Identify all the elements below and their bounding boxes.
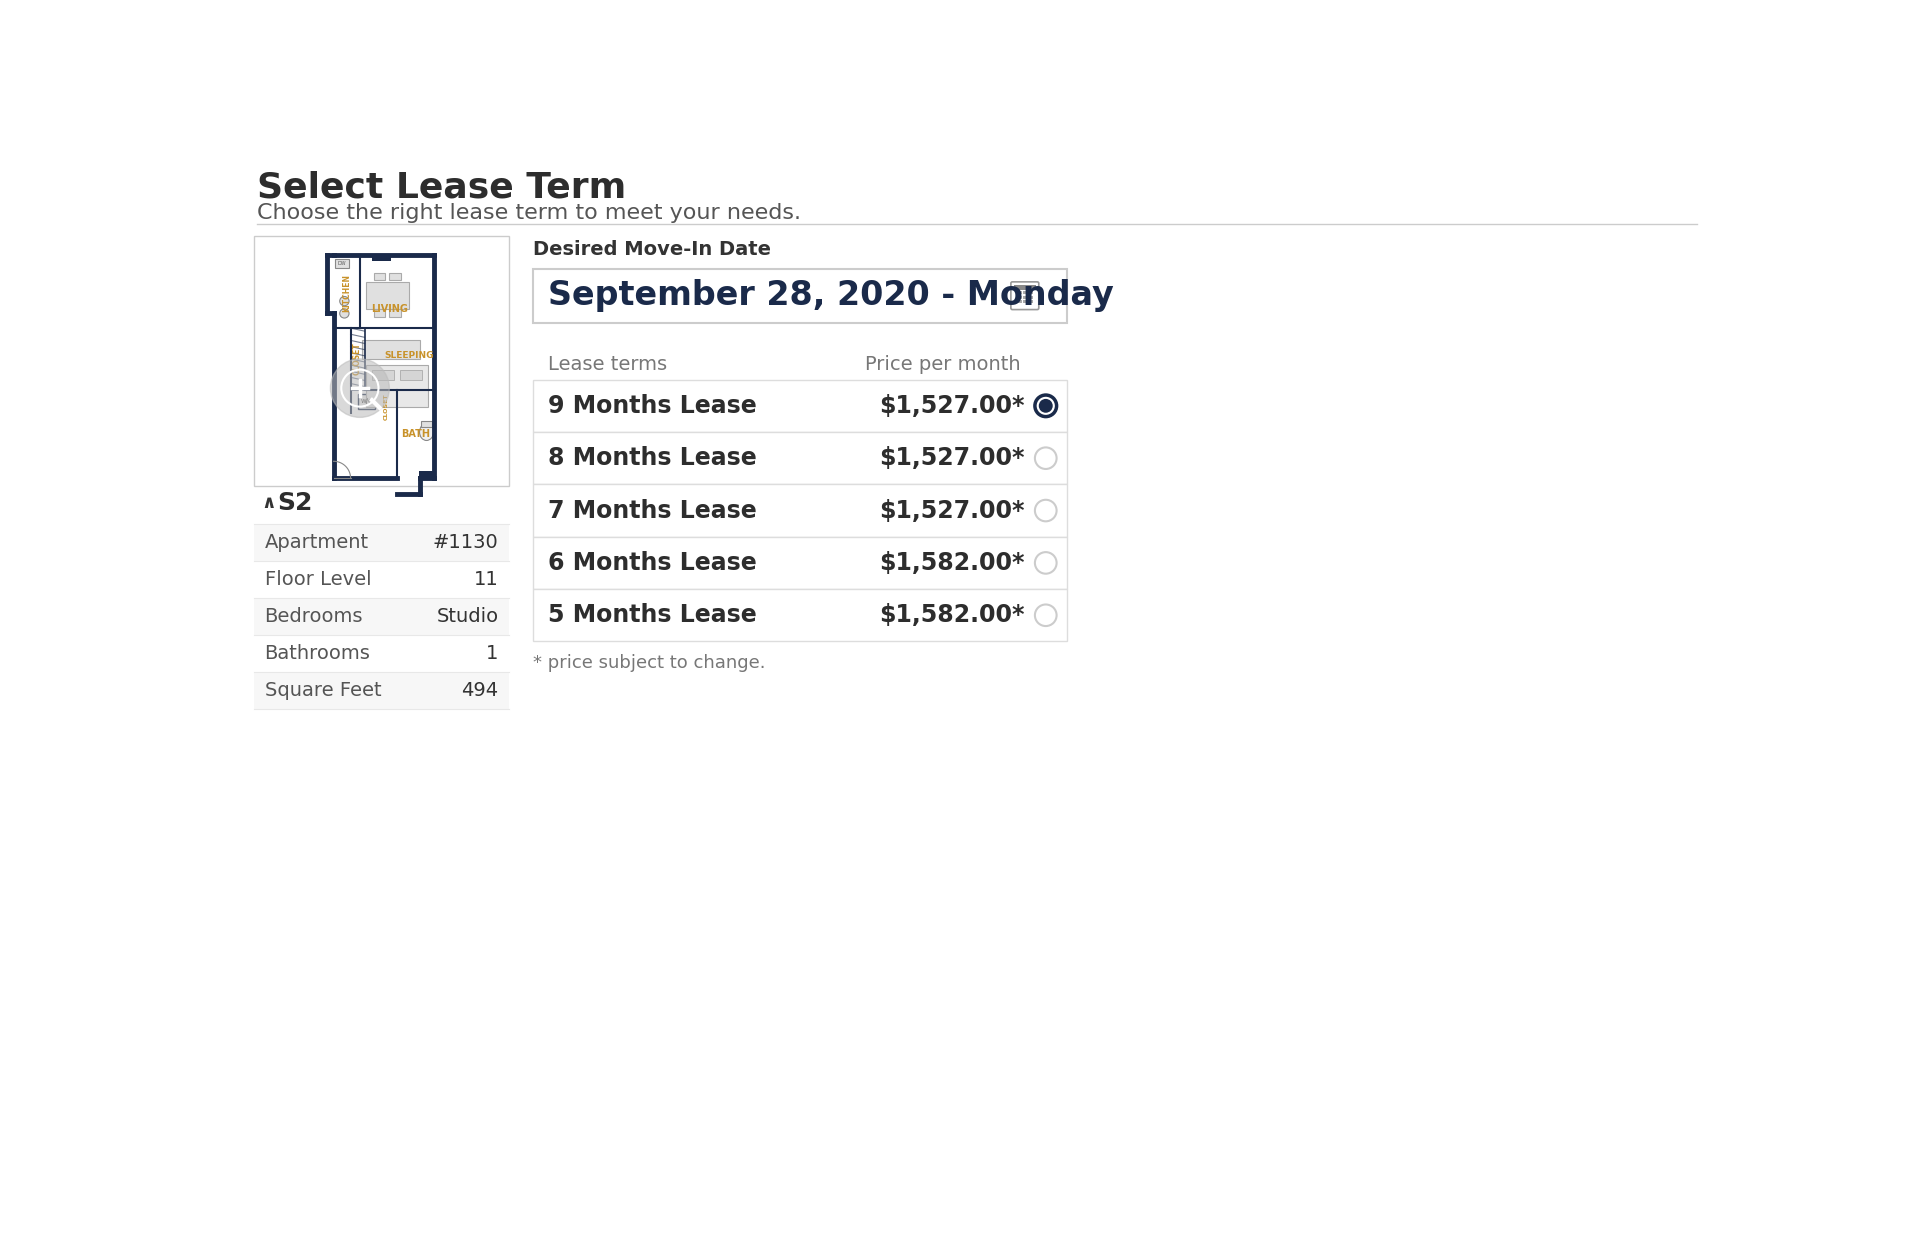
Circle shape bbox=[339, 297, 349, 306]
Bar bbox=[336, 259, 349, 268]
Text: 1: 1 bbox=[487, 644, 499, 663]
Text: SLEEPING: SLEEPING bbox=[384, 351, 433, 360]
Bar bbox=[374, 273, 386, 281]
Text: 5 Months Lease: 5 Months Lease bbox=[549, 604, 758, 628]
Bar bbox=[533, 484, 1068, 537]
Text: S2: S2 bbox=[276, 491, 313, 515]
Bar bbox=[1024, 296, 1028, 299]
Circle shape bbox=[1036, 552, 1057, 574]
Text: Studio: Studio bbox=[437, 608, 499, 626]
Text: 9 Months Lease: 9 Months Lease bbox=[549, 394, 758, 418]
Bar bbox=[422, 421, 432, 428]
Text: CLOSET: CLOSET bbox=[353, 342, 363, 375]
Bar bbox=[533, 537, 1068, 589]
Text: Bedrooms: Bedrooms bbox=[265, 608, 363, 626]
Bar bbox=[253, 525, 510, 561]
Bar bbox=[533, 269, 1068, 322]
Text: $1,527.00*: $1,527.00* bbox=[878, 394, 1024, 418]
Bar bbox=[1028, 301, 1032, 303]
Text: Select Lease Term: Select Lease Term bbox=[257, 171, 625, 205]
Text: KITCHEN: KITCHEN bbox=[341, 274, 351, 312]
Bar bbox=[1015, 286, 1036, 291]
Bar bbox=[253, 561, 510, 599]
Bar bbox=[253, 599, 510, 635]
Text: $1,582.00*: $1,582.00* bbox=[878, 604, 1024, 628]
Text: Choose the right lease term to meet your needs.: Choose the right lease term to meet your… bbox=[257, 204, 802, 224]
Text: $1,527.00*: $1,527.00* bbox=[878, 498, 1024, 522]
Bar bbox=[533, 431, 1068, 484]
Bar bbox=[389, 273, 401, 281]
Circle shape bbox=[339, 308, 349, 318]
Text: Desired Move-In Date: Desired Move-In Date bbox=[533, 239, 771, 258]
Bar bbox=[533, 589, 1068, 642]
Bar bbox=[1028, 296, 1032, 299]
Text: CLOSET: CLOSET bbox=[384, 394, 389, 420]
Bar bbox=[1018, 296, 1022, 299]
Bar bbox=[1018, 291, 1022, 294]
Bar bbox=[1024, 291, 1028, 294]
Circle shape bbox=[1040, 399, 1053, 413]
Bar bbox=[533, 380, 1068, 431]
Ellipse shape bbox=[420, 424, 433, 440]
Text: September 28, 2020 - Monday: September 28, 2020 - Monday bbox=[549, 279, 1114, 312]
Bar bbox=[363, 340, 420, 359]
Text: $1,582.00*: $1,582.00* bbox=[878, 551, 1024, 575]
Text: Price per month: Price per month bbox=[865, 355, 1020, 374]
Text: LIVING: LIVING bbox=[370, 304, 409, 313]
Text: * price subject to change.: * price subject to change. bbox=[533, 654, 765, 672]
Circle shape bbox=[330, 359, 389, 418]
Text: w/d: w/d bbox=[361, 399, 374, 404]
Text: DW: DW bbox=[338, 260, 347, 265]
Text: BATH: BATH bbox=[401, 429, 430, 439]
Text: Floor Level: Floor Level bbox=[265, 570, 372, 589]
Text: Bathrooms: Bathrooms bbox=[265, 644, 370, 663]
Text: 11: 11 bbox=[474, 570, 499, 589]
Bar bbox=[366, 365, 428, 408]
Circle shape bbox=[1036, 605, 1057, 626]
Bar bbox=[372, 370, 393, 380]
Text: $1,527.00*: $1,527.00* bbox=[878, 447, 1024, 470]
Text: Square Feet: Square Feet bbox=[265, 682, 382, 701]
Bar bbox=[1024, 301, 1028, 303]
Circle shape bbox=[1036, 499, 1057, 521]
Bar bbox=[374, 308, 386, 317]
Text: Lease terms: Lease terms bbox=[549, 355, 667, 374]
Circle shape bbox=[1036, 448, 1057, 469]
Bar bbox=[389, 308, 401, 317]
Bar bbox=[366, 282, 409, 308]
Text: Apartment: Apartment bbox=[265, 533, 368, 552]
Text: 494: 494 bbox=[462, 682, 499, 701]
Circle shape bbox=[1036, 395, 1057, 416]
Bar bbox=[372, 255, 391, 262]
Text: ∧: ∧ bbox=[261, 494, 276, 512]
Bar bbox=[359, 394, 376, 409]
FancyBboxPatch shape bbox=[253, 235, 510, 486]
Text: 8 Months Lease: 8 Months Lease bbox=[549, 447, 758, 470]
Bar bbox=[253, 672, 510, 710]
Bar bbox=[1018, 301, 1022, 303]
FancyBboxPatch shape bbox=[1011, 282, 1040, 309]
Text: 7 Months Lease: 7 Months Lease bbox=[549, 498, 758, 522]
Bar bbox=[418, 470, 433, 478]
Text: 6 Months Lease: 6 Months Lease bbox=[549, 551, 758, 575]
Bar bbox=[401, 370, 422, 380]
Bar bbox=[1028, 291, 1032, 294]
Bar bbox=[253, 635, 510, 672]
Text: #1130: #1130 bbox=[433, 533, 499, 552]
